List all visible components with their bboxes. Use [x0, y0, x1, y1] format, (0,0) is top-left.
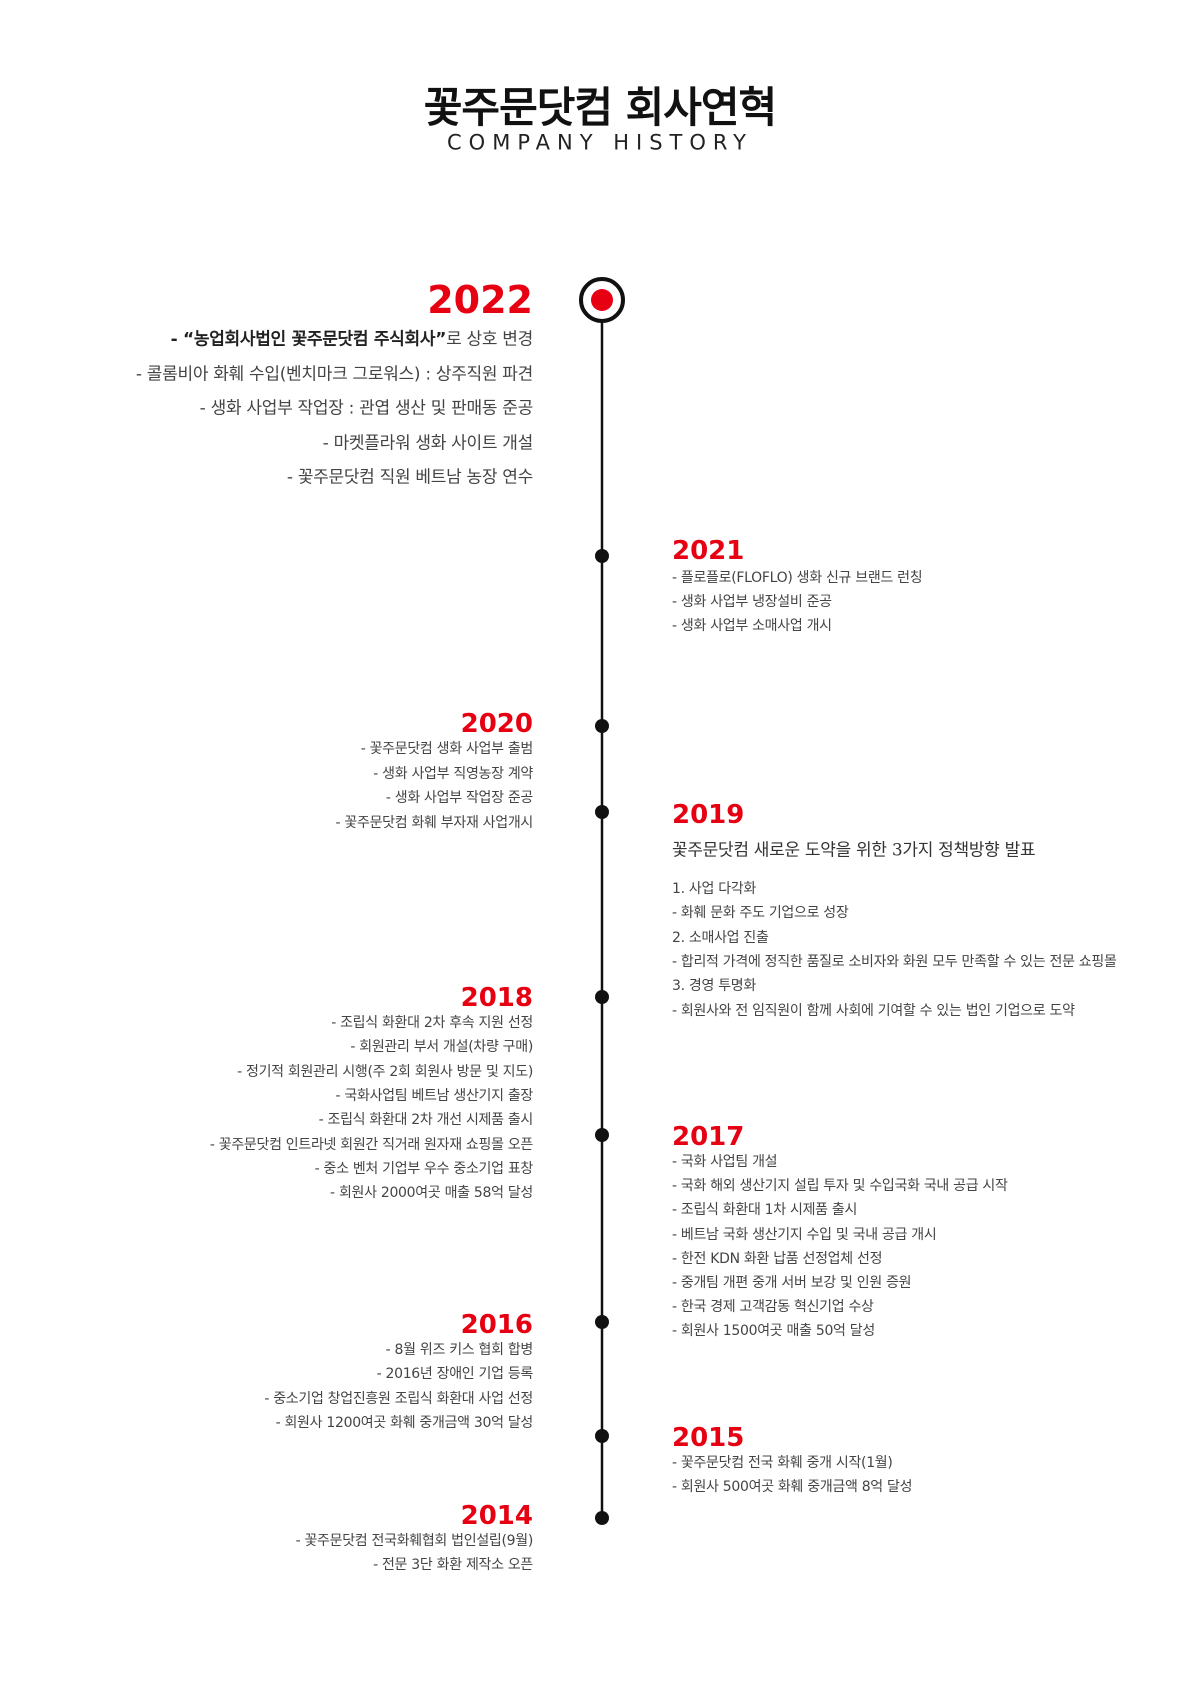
year-label: 2020: [460, 709, 533, 739]
history-item: - 국화 사업팀 개설: [672, 1154, 778, 1170]
year-label: 2017: [672, 1122, 745, 1152]
history-item: - 조립식 화환대 2차 개선 시제품 출시: [318, 1112, 534, 1129]
history-item: - 생화 사업부 직영농장 계약: [373, 765, 533, 782]
timeline-dot: [595, 549, 609, 563]
history-item: 3. 경영 투명화: [672, 978, 756, 995]
history-item: - 합리적 가격에 정직한 품질로 소비자와 화원 모두 만족할 수 있는 전문…: [672, 953, 1117, 970]
history-item: - 한전 KDN 화환 납품 선정업체 선정: [672, 1250, 883, 1267]
history-item: - 플로플로(FLOFLO) 생화 신규 브랜드 런칭: [672, 570, 923, 586]
history-item: - 마켓플라워 생화 사이트 개설: [322, 433, 534, 454]
year-label: 2022: [427, 278, 533, 322]
history-item: - 조립식 화환대 1차 시제품 출시: [672, 1202, 858, 1219]
history-item: - 꽃주문닷컴 전국 화훼 중개 시작(1월): [672, 1455, 893, 1471]
history-item: - 2016년 장애인 기업 등록: [376, 1366, 534, 1383]
history-item: - 국화 해외 생산기지 설립 투자 및 수입국화 국내 공급 시작: [672, 1178, 1008, 1195]
history-item: - 중소기업 창업진흥원 조립식 화환대 사업 선정: [264, 1390, 533, 1407]
history-item: - 회원관리 부서 개설(차량 구매): [350, 1039, 533, 1056]
timeline-current-dot: [591, 289, 613, 311]
year-label: 2021: [672, 536, 745, 566]
history-item: - 베트남 국화 생산기지 수입 및 국내 공급 개시: [672, 1226, 937, 1243]
year-label: 2016: [460, 1310, 533, 1340]
history-item: - 회원사와 전 임직원이 함께 사회에 기여할 수 있는 법인 기업으로 도약: [672, 1002, 1075, 1019]
year-label: 2015: [672, 1423, 745, 1453]
history-item: 2. 소매사업 진출: [672, 929, 769, 946]
history-item: - 꽃주문닷컴 생화 사업부 출범: [360, 741, 534, 757]
history-item: - 중개팀 개편 중개 서버 보강 및 인원 증원: [672, 1275, 912, 1291]
timeline-dot: [595, 1511, 609, 1525]
year-label: 2019: [672, 800, 745, 830]
history-item: - 생화 사업부 작업장 : 관엽 생산 및 판매동 준공: [199, 398, 534, 419]
history-item: - 생화 사업부 작업장 준공: [385, 790, 533, 806]
history-item: - 꽃주문닷컴 인트라넷 회원간 직거래 원자재 쇼핑몰 오픈: [209, 1136, 533, 1153]
history-item: - 콜롬비아 화훼 수입(벤치마크 그로워스) : 상주직원 파견: [135, 364, 533, 385]
history-item: - 회원사 1200여곳 화훼 중개금액 30억 달성: [275, 1414, 534, 1431]
history-item: - 생화 사업부 소매사업 개시: [672, 618, 832, 634]
timeline-dot: [595, 719, 609, 733]
history-item: - 꽃주문닷컴 직원 베트남 농장 연수: [286, 467, 533, 488]
timeline-dot: [595, 1429, 609, 1443]
history-item: - 꽃주문닷컴 전국화훼협회 법인설립(9월): [295, 1533, 534, 1549]
timeline-dot: [595, 990, 609, 1004]
history-item: - 회원사 1500여곳 매출 50억 달성: [672, 1323, 875, 1340]
history-item: - 8월 위즈 키스 협회 합병: [385, 1342, 534, 1358]
history-item-text: 로 상호 변경: [446, 329, 533, 350]
history-item: - 화훼 문화 주도 기업으로 성장: [672, 905, 849, 922]
history-item: - 회원사 2000여곳 매출 58억 달성: [330, 1185, 533, 1202]
page-title: 꽃주문닷컴 회사연혁: [423, 83, 777, 132]
history-item: - 중소 벤처 기업부 우수 중소기업 표창: [314, 1160, 534, 1177]
history-item: - 국화사업팀 베트남 생산기지 출장: [335, 1087, 534, 1104]
history-item: - 전문 3단 화환 제작소 오픈: [373, 1557, 533, 1574]
timeline-dot: [595, 1128, 609, 1142]
history-item-emphasis: - “농업회사법인 꽃주문닷컴 주식회사”: [170, 329, 447, 350]
history-item: - 조립식 화환대 2차 후속 지원 선정: [331, 1015, 533, 1031]
entry-heading: 꽃주문닷컴 새로운 도약을 위한 3가지 정책방향 발표: [672, 840, 1036, 861]
year-label: 2018: [460, 983, 533, 1013]
history-item: - 한국 경제 고객감동 혁신기업 수상: [672, 1299, 874, 1316]
history-item: 1. 사업 다각화: [672, 881, 756, 897]
history-item: - “농업회사법인 꽃주문닷컴 주식회사”로 상호 변경: [170, 329, 534, 350]
history-item: - 꽃주문닷컴 화훼 부자재 사업개시: [335, 814, 534, 831]
history-item: - 회원사 500여곳 화훼 중개금액 8억 달성: [672, 1479, 913, 1496]
timeline-dot: [595, 1315, 609, 1329]
history-item: - 생화 사업부 냉장설비 준공: [672, 594, 832, 610]
history-item: - 정기적 회원관리 시행(주 2회 회원사 방문 및 지도): [237, 1063, 533, 1080]
timeline-dot: [595, 805, 609, 819]
year-label: 2014: [460, 1501, 533, 1531]
page-subtitle: COMPANY HISTORY: [447, 130, 753, 155]
